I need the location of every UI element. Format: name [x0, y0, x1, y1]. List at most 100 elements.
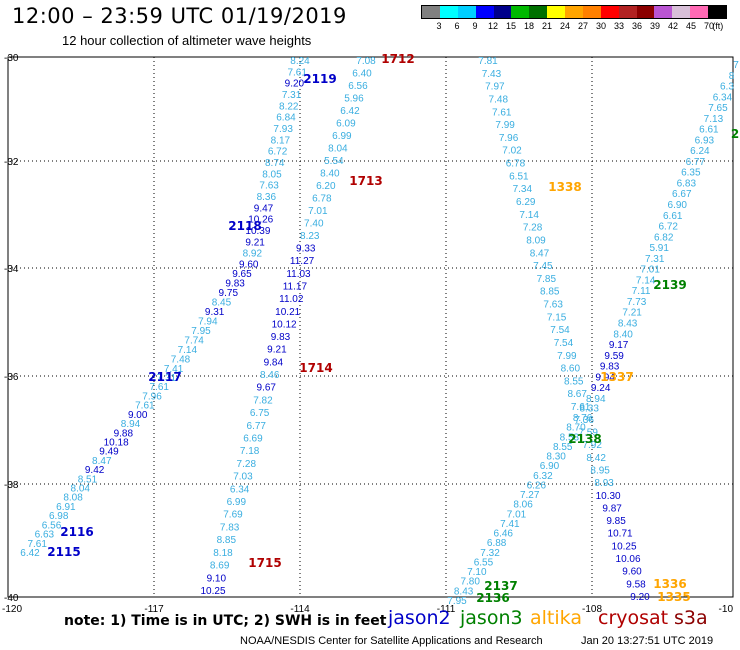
swh-value: 9.21 — [245, 237, 265, 248]
swh-value: 9.58 — [626, 579, 646, 590]
swh-value: 6.99 — [227, 497, 247, 508]
y-tick-label: -36 — [4, 372, 19, 383]
swh-value: 7.95 — [447, 596, 467, 607]
swh-value: 7.65 — [708, 103, 728, 114]
swh-value: 8.40 — [613, 329, 633, 340]
swh-value: 6.34 — [713, 92, 733, 103]
swh-value: 7.63 — [259, 181, 279, 192]
swh-value: 6.46 — [494, 529, 514, 540]
swh-value: 6.72 — [268, 147, 288, 158]
swh-value: 6.55 — [474, 557, 494, 568]
pass-label: 2116 — [60, 525, 93, 539]
legend-altika: altika — [530, 607, 582, 629]
scale-swatch — [618, 6, 637, 18]
x-tick-label: -108 — [582, 604, 602, 615]
swh-value: 10.06 — [616, 554, 641, 565]
header-title: 12:00 – 23:59 UTC 01/19/2019 — [12, 4, 347, 28]
x-tick-label: -10 — [719, 604, 734, 615]
swh-value: 7.14 — [519, 210, 539, 221]
swh-value: 7.15 — [547, 312, 567, 323]
pass-label: 2136 — [476, 591, 509, 605]
swh-value: 8.43 — [618, 319, 638, 330]
pass-label: 1338 — [548, 180, 581, 194]
swh-value: 8.09 — [526, 235, 546, 246]
swh-value: 8.04 — [71, 484, 91, 495]
swh-value: 8.22 — [279, 101, 299, 112]
swh-value: 6.83 — [677, 178, 697, 189]
scale-swatch — [672, 6, 691, 18]
swh-value: 6.32 — [533, 471, 553, 482]
swh-value: 8.43 — [454, 586, 474, 597]
swh-value: 8.92 — [243, 249, 263, 260]
footer: NOAA/NESDIS Center for Satellite Applica… — [0, 634, 740, 650]
swh-value: 5.54 — [324, 156, 344, 167]
swh-value: 8 — [729, 71, 735, 82]
swh-value: 6.78 — [506, 159, 526, 170]
swh-value: 11.02 — [279, 294, 304, 305]
swh-value: 8.70 — [566, 423, 586, 434]
swh-value: 8.40 — [320, 169, 340, 180]
swh-value: 6.34 — [230, 484, 250, 495]
swh-value: 9.94 — [595, 372, 615, 383]
swh-value: 6.24 — [690, 146, 710, 157]
swh-value: 7.61 — [135, 401, 155, 412]
scale-label: 3 — [436, 21, 442, 31]
swh-value: 5.96 — [344, 94, 364, 105]
swh-value: 7.31 — [282, 90, 302, 101]
swh-value: 6.26 — [527, 480, 547, 491]
swh-value: 11.03 — [286, 269, 311, 280]
swh-value: 7.41 — [500, 519, 520, 530]
swh-value: 7.61 — [27, 539, 47, 550]
swh-value: 8.93 — [594, 478, 614, 489]
y-tick-label: -38 — [4, 480, 19, 491]
swh-value: 7.40 — [304, 219, 324, 230]
swh-value: 6.88 — [487, 538, 507, 549]
swh-value: 8.24 — [290, 56, 310, 67]
swh-value: 7.02 — [502, 146, 522, 157]
pass-label: 1714 — [299, 361, 332, 375]
x-tick-label: -120 — [2, 604, 22, 615]
color-scale-swatches — [421, 5, 727, 19]
swh-value: 9.21 — [267, 345, 287, 356]
swh-value: 6.35 — [681, 168, 701, 179]
swh-value: 7.01 — [507, 509, 527, 520]
swh-value: 8.06 — [513, 500, 533, 511]
swh-value: 9.17 — [609, 340, 629, 351]
pass-label: 1713 — [349, 174, 382, 188]
scale-label: 70 — [703, 21, 715, 31]
swh-value: 9.75 — [219, 288, 239, 299]
axis-layer: -30-32-34-36-38-40-120 -117 -114 -111 -108 -1… — [2, 53, 733, 615]
scale-swatch — [582, 6, 601, 18]
scale-swatch — [457, 6, 476, 18]
scale-swatch — [708, 6, 726, 18]
scale-label: 21 — [541, 21, 553, 31]
swh-value: 6.99 — [332, 131, 352, 142]
swh-value: 6.42 — [340, 106, 360, 117]
scale-swatch — [529, 6, 548, 18]
grid-layer — [7, 56, 734, 598]
swh-value: 6.90 — [668, 200, 688, 211]
swh-value: 6.61 — [699, 125, 719, 136]
track-layer: 8.247.619.207.318.226.847.938.176.728.74… — [20, 56, 739, 607]
scale-swatch — [439, 6, 458, 18]
swh-value: 8.94 — [586, 394, 606, 405]
swh-value: 9.24 — [591, 383, 611, 394]
swh-value: 8.74 — [265, 158, 285, 169]
swh-value: 6.91 — [56, 502, 76, 513]
swh-value: 6.84 — [276, 113, 296, 124]
scale-swatch — [493, 6, 512, 18]
swh-value: 6.56 — [42, 520, 62, 531]
swh-value: 7.14 — [178, 345, 198, 356]
footer-timestamp: Jan 20 13:27:51 UTC 2019 — [581, 635, 714, 647]
y-tick-label: -32 — [4, 157, 19, 168]
swh-value: 5.91 — [649, 243, 669, 254]
swh-value: 7.01 — [308, 206, 328, 217]
swh-value: 7.61 — [149, 382, 169, 393]
swh-value: 9.87 — [602, 503, 622, 514]
swh-value: 8.46 — [260, 370, 280, 381]
swh-value: 7.85 — [537, 274, 557, 285]
swh-value: 8.04 — [328, 144, 348, 155]
swh-value: 7 — [733, 60, 739, 71]
swh-value: 8.23 — [300, 231, 320, 242]
swh-value: 8.18 — [213, 548, 233, 559]
